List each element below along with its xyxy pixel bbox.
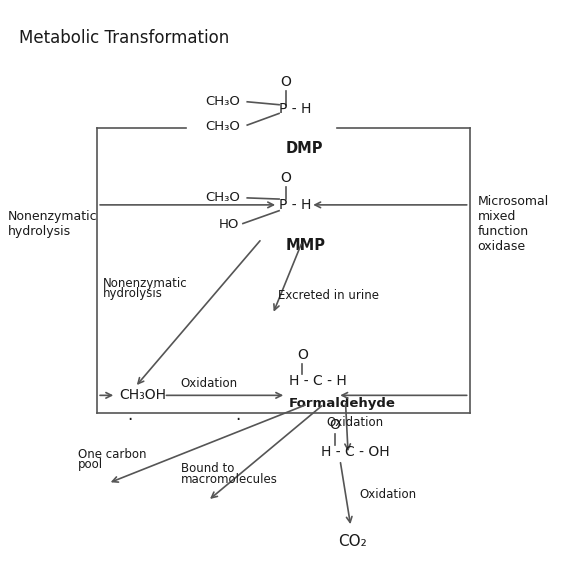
Text: One carbon: One carbon — [78, 447, 147, 460]
Text: Oxidation: Oxidation — [327, 416, 384, 429]
Text: pool: pool — [78, 458, 103, 471]
Text: DMP: DMP — [286, 141, 324, 156]
Text: H - C - H: H - C - H — [289, 375, 346, 388]
Text: O: O — [281, 75, 292, 89]
Text: P - H: P - H — [279, 198, 311, 212]
Text: CH₃OH: CH₃OH — [119, 388, 166, 402]
Text: O: O — [281, 171, 292, 185]
Text: CH₃O: CH₃O — [205, 95, 240, 108]
Text: Oxidation: Oxidation — [359, 489, 416, 502]
Text: Bound to: Bound to — [181, 462, 234, 475]
Text: Microsomal
mixed
function
oxidase: Microsomal mixed function oxidase — [478, 195, 549, 253]
Text: O: O — [297, 348, 308, 362]
Text: H - C - OH: H - C - OH — [321, 445, 390, 459]
Text: macromolecules: macromolecules — [181, 473, 277, 486]
Text: Formaldehyde: Formaldehyde — [289, 396, 396, 409]
Text: Oxidation: Oxidation — [181, 376, 238, 389]
Text: CO₂: CO₂ — [338, 534, 367, 549]
Text: ·: · — [235, 412, 240, 429]
Text: O: O — [329, 418, 340, 432]
Text: MMP: MMP — [286, 238, 326, 252]
Text: hydrolysis: hydrolysis — [103, 288, 162, 300]
Text: P - H: P - H — [279, 102, 311, 116]
Text: Nonenzymatic: Nonenzymatic — [103, 277, 187, 290]
Text: ·: · — [127, 412, 132, 429]
Text: HO: HO — [219, 218, 239, 231]
Text: CH₃O: CH₃O — [205, 120, 240, 133]
Text: CH₃O: CH₃O — [205, 192, 240, 205]
Text: Nonenzymatic
hydrolysis: Nonenzymatic hydrolysis — [8, 210, 98, 238]
Text: Excreted in urine: Excreted in urine — [278, 289, 379, 302]
Text: Metabolic Transformation: Metabolic Transformation — [19, 29, 229, 47]
